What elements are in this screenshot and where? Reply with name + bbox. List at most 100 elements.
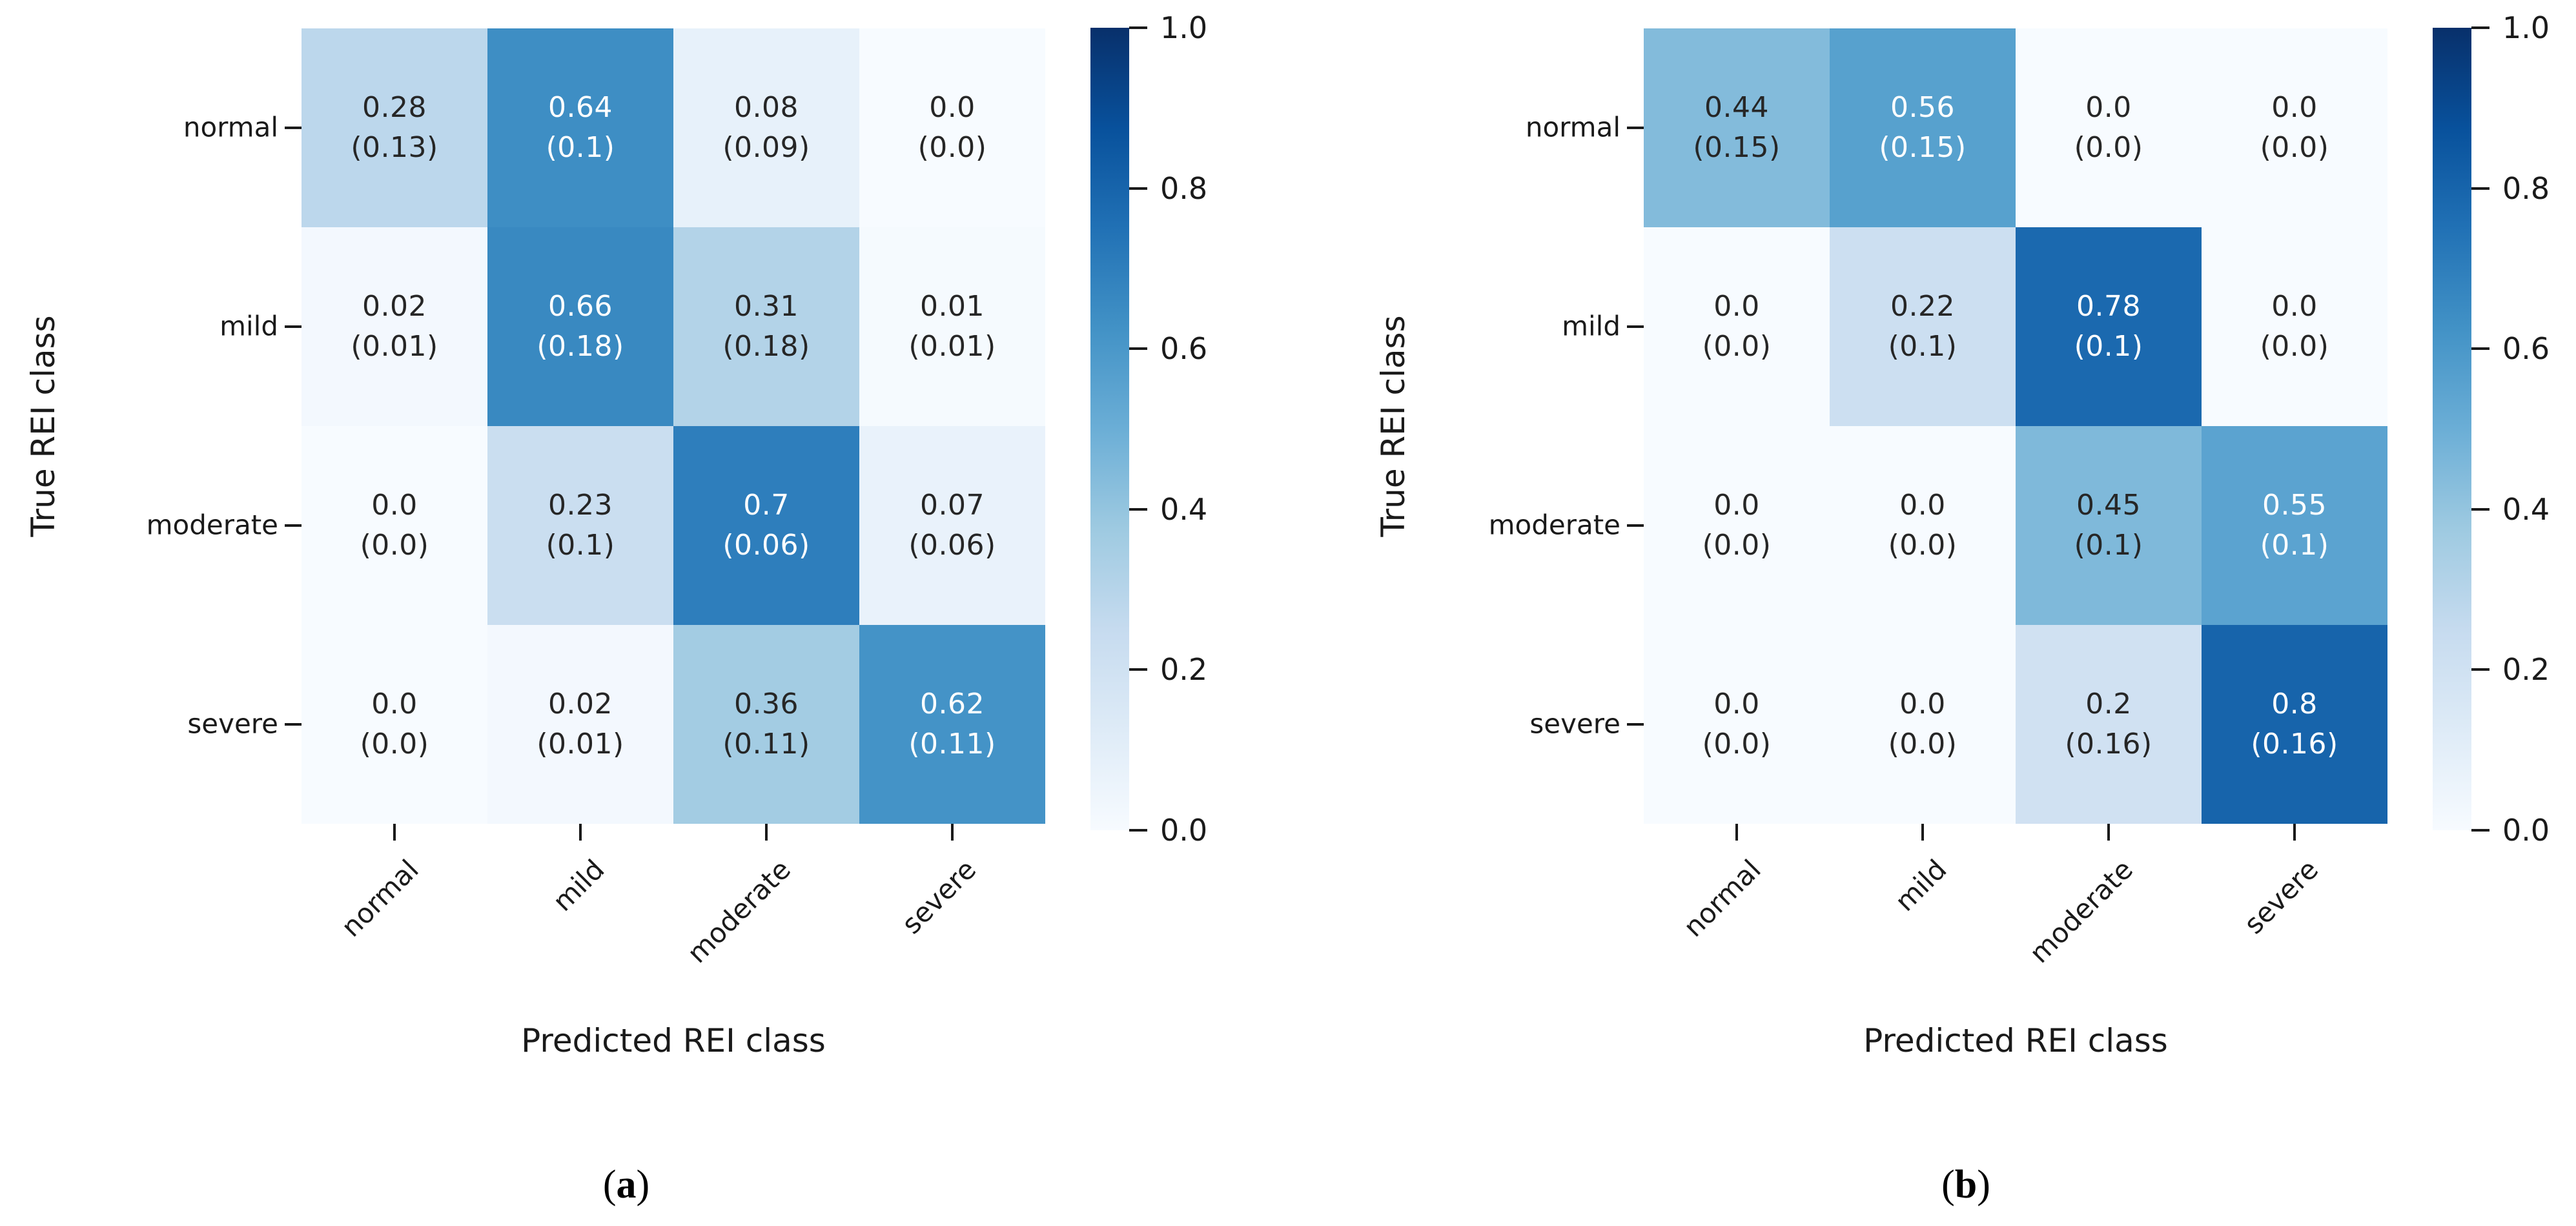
colorbar-tick-label: 1.0	[2502, 10, 2550, 45]
cell-value: 0.0	[1713, 289, 1760, 323]
colorbar-tick-mark	[1129, 347, 1147, 351]
cell-fraction: (0.01)	[908, 330, 996, 363]
cell-value: 0.36	[734, 687, 799, 720]
y-tick-mark	[1627, 127, 1644, 129]
cell-fraction: (0.1)	[2074, 529, 2143, 562]
heatmap-cell: 0.78 (0.1)	[2016, 227, 2202, 426]
colorbar-tick-mark	[2471, 26, 2489, 29]
y-tick-label: mild	[220, 310, 278, 342]
cell-value: 0.62	[920, 687, 985, 720]
y-tick-mark	[1627, 325, 1644, 328]
cell-fraction: (0.13)	[351, 131, 438, 164]
colorbar-tick-label: 0.0	[1160, 813, 1208, 848]
cell-value: 0.08	[734, 90, 799, 124]
x-axis-label-a: Predicted REI class	[521, 1022, 826, 1059]
heatmap-cell: 0.0 (0.0)	[2016, 28, 2202, 227]
cell-fraction: (0.0)	[1888, 529, 1958, 562]
cell-value: 0.0	[2271, 289, 2318, 323]
caption-paren: )	[636, 1163, 650, 1207]
colorbar-tick-mark	[2471, 347, 2489, 351]
cell-value: 0.0	[2085, 90, 2132, 124]
cell-fraction: (0.0)	[1888, 728, 1958, 761]
cell-fraction: (0.0)	[360, 529, 429, 562]
heatmap-cell: 0.0 (0.0)	[1644, 426, 1830, 625]
x-tick-mark	[765, 824, 768, 841]
x-tick-mark	[2293, 824, 2296, 841]
heatmap-cell: 0.0 (0.0)	[302, 625, 487, 824]
heatmap-cell: 0.44 (0.15)	[1644, 28, 1830, 227]
cell-value: 0.0	[2271, 90, 2318, 124]
cell-value: 0.0	[1899, 488, 1946, 522]
colorbar-tick-label: 1.0	[1160, 10, 1208, 45]
heatmap-cell: 0.62 (0.11)	[859, 625, 1045, 824]
x-tick-mark	[951, 824, 954, 841]
colorbar-tick-mark	[2471, 668, 2489, 671]
heatmap-cell: 0.55 (0.1)	[2202, 426, 2387, 625]
caption-letter: b	[1954, 1163, 1978, 1207]
heatmap-cell: 0.0 (0.0)	[302, 426, 487, 625]
x-tick-label: normal	[334, 853, 425, 943]
cell-fraction: (0.0)	[360, 728, 429, 761]
cell-fraction: (0.1)	[2260, 529, 2329, 562]
cell-fraction: (0.0)	[1702, 728, 1772, 761]
heatmap-cell: 0.36 (0.11)	[673, 625, 859, 824]
cell-fraction: (0.16)	[2065, 728, 2152, 761]
cell-fraction: (0.1)	[546, 131, 615, 164]
y-tick-mark	[1627, 723, 1644, 726]
heatmap-cell: 0.0 (0.0)	[1644, 227, 1830, 426]
heatmap-cell: 0.0 (0.0)	[2202, 28, 2387, 227]
cell-fraction: (0.0)	[1702, 529, 1772, 562]
heatmap-cell: 0.0 (0.0)	[1830, 625, 2016, 824]
cell-value: 0.02	[362, 289, 427, 323]
heatmap-cell: 0.64 (0.1)	[487, 28, 673, 227]
heatmap-cell: 0.56 (0.15)	[1830, 28, 2016, 227]
heatmap-cell: 0.02 (0.01)	[487, 625, 673, 824]
colorbar	[1090, 28, 1129, 830]
colorbar-tick-mark	[2471, 507, 2489, 511]
x-tick-mark	[2107, 824, 2110, 841]
heatmap-cell: 0.02 (0.01)	[302, 227, 487, 426]
cell-fraction: (0.09)	[722, 131, 810, 164]
cell-fraction: (0.0)	[2074, 131, 2143, 164]
colorbar-tick-mark	[1129, 829, 1147, 832]
y-tick-mark	[285, 127, 302, 129]
heatmap-cell: 0.66 (0.18)	[487, 227, 673, 426]
heatmap-cell: 0.2 (0.16)	[2016, 625, 2202, 824]
cell-fraction: (0.0)	[1702, 330, 1772, 363]
cell-fraction: (0.06)	[908, 529, 996, 562]
caption-paren: (	[602, 1163, 617, 1207]
colorbar	[2433, 28, 2471, 830]
heatmap-cell: 0.31 (0.18)	[673, 227, 859, 426]
cell-value: 0.0	[371, 488, 418, 522]
x-tick-mark	[393, 824, 396, 841]
y-axis-label-b: True REI class	[1375, 315, 1412, 537]
y-tick-mark	[285, 325, 302, 328]
colorbar-tick-label: 0.8	[1160, 170, 1208, 206]
cell-value: 0.07	[920, 488, 985, 522]
panel-caption-a: (a)	[603, 1162, 649, 1208]
cell-value: 0.01	[920, 289, 985, 323]
cell-fraction: (0.0)	[917, 131, 987, 164]
cell-fraction: (0.01)	[351, 330, 438, 363]
x-tick-mark	[1921, 824, 1924, 841]
caption-letter: a	[616, 1163, 637, 1207]
colorbar-tick-label: 0.6	[1160, 331, 1208, 367]
x-tick-label: moderate	[2023, 853, 2139, 970]
cell-fraction: (0.0)	[2260, 330, 2329, 363]
y-tick-mark	[285, 524, 302, 527]
x-tick-label: severe	[2238, 853, 2325, 941]
x-tick-label: mild	[546, 853, 611, 917]
cell-value: 0.31	[734, 289, 799, 323]
x-tick-label: moderate	[680, 853, 797, 970]
y-tick-label: severe	[1529, 708, 1620, 740]
cell-value: 0.7	[743, 488, 790, 522]
heatmap-cell: 0.0 (0.0)	[859, 28, 1045, 227]
cell-value: 0.45	[2076, 488, 2141, 522]
colorbar-tick-mark	[1129, 26, 1147, 29]
cell-value: 0.2	[2085, 687, 2132, 720]
cell-value: 0.22	[1890, 289, 1955, 323]
cell-value: 0.23	[548, 488, 613, 522]
cell-fraction: (0.18)	[722, 330, 810, 363]
x-tick-label: normal	[1677, 853, 1767, 943]
